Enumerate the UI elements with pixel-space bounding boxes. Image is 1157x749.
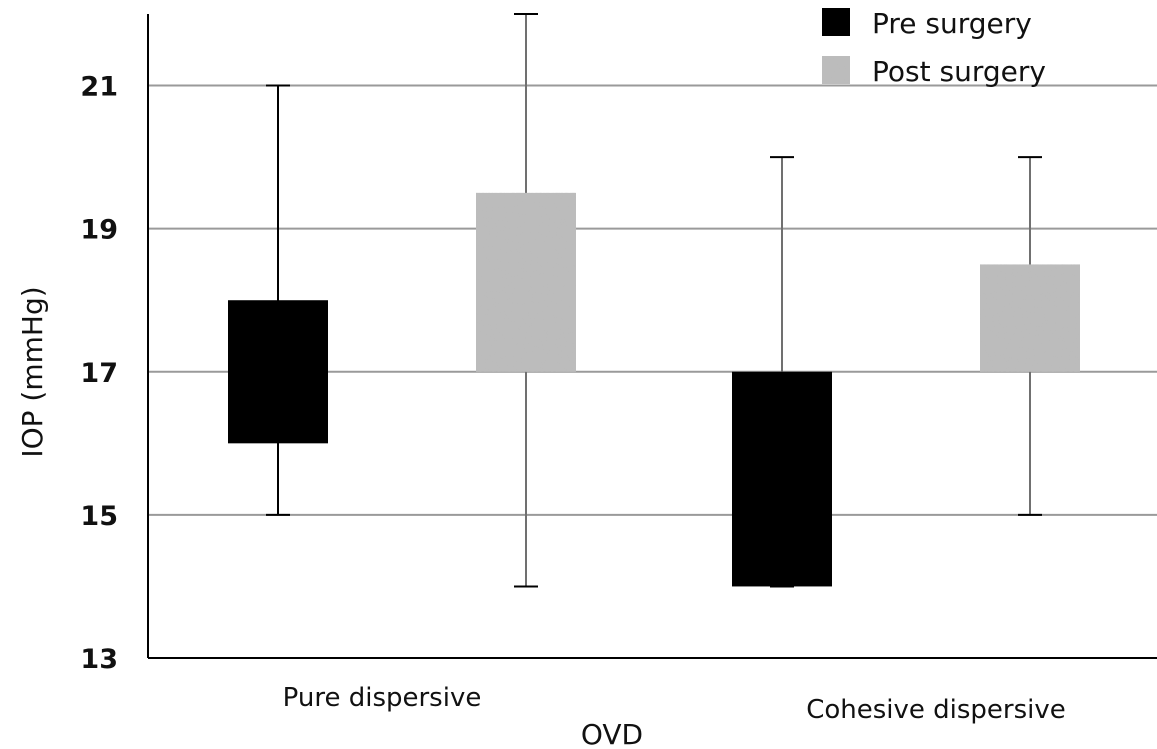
y-tick-label: 21 <box>80 72 118 103</box>
y-axis-title: IOP (mmHg) <box>16 286 49 457</box>
legend-swatch-pre-surgery <box>822 8 850 36</box>
axes: 13 15 17 19 21 Pure dispersive Cohesive disper… <box>80 14 1157 725</box>
x-tick-label: Pure dispersive <box>283 683 482 713</box>
y-tick-label: 19 <box>80 215 118 246</box>
legend-label-post-surgery: Post surgery <box>872 55 1046 88</box>
x-tick-label: Cohesive dispersive <box>806 695 1066 725</box>
box-post-surgery-pure-dispersive <box>476 192 576 372</box>
y-tick-label: 15 <box>80 501 118 532</box>
plot-area <box>228 13 1080 588</box>
box-pre-surgery-pure-dispersive <box>228 300 328 444</box>
legend: Pre surgery Post surgery <box>822 7 1046 88</box>
x-axis-title: OVD <box>581 718 643 749</box>
box-post-surgery-cohesive-dispersive <box>980 264 1080 372</box>
y-tick-label: 13 <box>80 644 118 675</box>
legend-swatch-post-surgery <box>822 56 850 84</box>
legend-label-pre-surgery: Pre surgery <box>872 7 1032 40</box>
box-pre-surgery-cohesive-dispersive <box>732 371 832 587</box>
y-tick-label: 17 <box>80 358 118 389</box>
